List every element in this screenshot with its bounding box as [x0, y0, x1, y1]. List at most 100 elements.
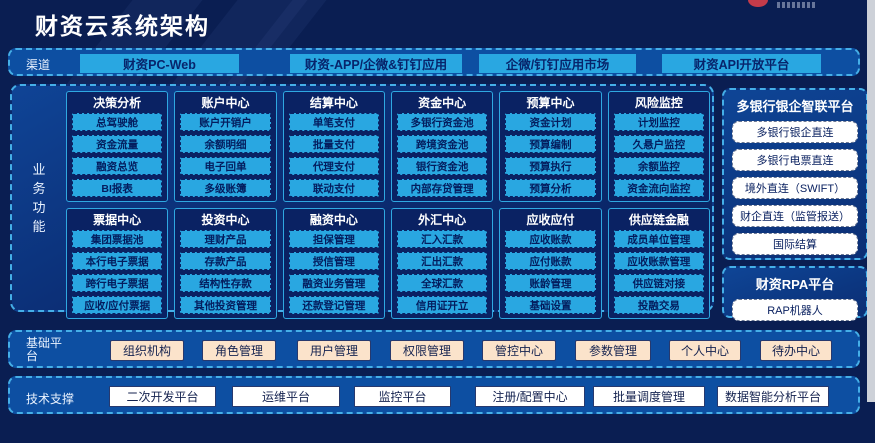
group-title: 结算中心 [309, 96, 358, 110]
rpa-panel-item-list: RAP机器人 [724, 299, 866, 321]
business-group: 结算中心 单笔支付 批量支付 代理支付 联动支付 [282, 91, 385, 202]
channel-row-label: 渠道 [26, 58, 51, 72]
module-chip: 本行电子票据 [72, 252, 163, 270]
module-chip: 总驾驶舱 [72, 113, 163, 131]
module-chip: 计划监控 [613, 113, 704, 131]
module-chip: 全球汇款 [397, 274, 488, 292]
tech-support-chip: 批量调度管理 [593, 386, 705, 407]
base-platform-chip: 用户管理 [297, 340, 371, 361]
module-chip: 授信管理 [288, 252, 379, 270]
bank-panel-chip: 财企直连（监管报送） [732, 205, 858, 227]
module-chip: 账龄管理 [505, 274, 596, 292]
module-chip: 银行资金池 [397, 157, 488, 175]
channel-chip: 财资-APP/企微&钉钉应用 [290, 54, 462, 73]
group-title: 投资中心 [201, 213, 250, 227]
business-group: 预算中心 资金计划 预算编制 预算执行 预算分析 [499, 91, 602, 202]
bank-panel-chip: 境外直连（SWIFT） [732, 177, 858, 199]
module-chip: 还款登记管理 [288, 296, 379, 314]
module-chip: BI报表 [72, 179, 163, 197]
module-chip: 久悬户监控 [613, 135, 704, 153]
base-platform-chip: 个人中心 [669, 340, 741, 361]
module-chip: 跨行电子票据 [72, 274, 163, 292]
group-title: 融资中心 [309, 213, 358, 227]
group-title: 预算中心 [526, 96, 575, 110]
bank-panel-title: 多银行银企智联平台 [736, 99, 854, 114]
group-title: 外汇中心 [418, 213, 467, 227]
tech-support-chip: 监控平台 [354, 386, 451, 407]
module-chip: 集团票据池 [72, 230, 163, 248]
module-chip: 代理支付 [288, 157, 379, 175]
channel-row: 渠道 财资PC-Web 财资-APP/企微&钉钉应用 企微/钉钉应用市场 财资API开… [8, 48, 860, 76]
base-platform-chip: 组织机构 [110, 340, 184, 361]
group-title: 应收应付 [526, 213, 575, 227]
module-chip: 投融交易 [613, 296, 704, 314]
channel-chip: 财资API开放平台 [662, 54, 821, 73]
base-platform-chip: 权限管理 [390, 340, 464, 361]
business-group: 应收应付 应收账款 应付账款 账龄管理 基础设置 [499, 208, 602, 319]
base-platform-chip: 参数管理 [575, 340, 651, 361]
page-header: 财资云系统架构 [0, 0, 875, 96]
tech-support-chip: 二次开发平台 [109, 386, 216, 407]
module-chip: 应付账款 [505, 252, 596, 270]
module-chip: 担保管理 [288, 230, 379, 248]
bank-panel-chip: 国际结算 [732, 233, 858, 255]
module-chip: 汇出汇款 [397, 252, 488, 270]
module-chip: 资金计划 [505, 113, 596, 131]
module-chip: 余额明细 [180, 135, 271, 153]
tech-support-row: 技术支撑 二次开发平台 运维平台 监控平台 注册/配置中心 批量调度管理 数据智能分析平台 [8, 376, 860, 414]
business-group: 供应链金融 成员单位管理 应收账款管理 供应链对接 投融交易 [607, 208, 710, 319]
base-platform-label: 基础平台 [26, 336, 63, 363]
bank-panel-chip: 多银行银企直连 [732, 121, 858, 143]
tech-support-chip: 运维平台 [232, 386, 340, 407]
module-chip: 账户开销户 [180, 113, 271, 131]
partner-logo-text [777, 2, 815, 8]
channel-chip: 财资PC-Web [80, 54, 239, 73]
module-chip: 多级账簿 [180, 179, 271, 197]
business-group: 外汇中心 汇入汇款 汇出汇款 全球汇款 信用证开立 [391, 208, 494, 319]
business-group: 融资中心担保管理授信管理融资业务管理 还款登记管理 [282, 208, 385, 319]
partner-logo-icon [748, 0, 768, 7]
tech-support-chip: 注册/配置中心 [475, 386, 585, 407]
bank-panel-chip: 多银行电票直连 [732, 149, 858, 171]
group-title: 账户中心 [201, 96, 250, 110]
rpa-panel-chip: RAP机器人 [732, 299, 858, 321]
channel-chip: 企微/钉钉应用市场 [479, 54, 636, 73]
module-chip: 联动支付 [288, 179, 379, 197]
group-title: 票据中心 [93, 213, 142, 227]
module-chip: 跨境资金池 [397, 135, 488, 153]
module-chip: 资金流量 [72, 135, 163, 153]
module-chip: 预算分析 [505, 179, 596, 197]
base-platform-chip: 待办中心 [760, 340, 832, 361]
page-title: 财资云系统架构 [35, 13, 210, 39]
tech-support-label: 技术支撑 [26, 392, 75, 406]
business-function-area: 业务功能 决策分析 总驾驶舱 资金流量 融资总览 BI报表 账户中心 账户开销户 余额明细 电子… [10, 84, 714, 319]
group-title: 资金中心 [418, 96, 467, 110]
business-group: 风险监控计划监控久悬户监控余额监控资金流向监控 [607, 91, 710, 202]
rpa-panel-title: 财资RPA平台 [755, 277, 835, 292]
base-platform-chip: 角色管理 [202, 340, 276, 361]
business-group: 资金中心 多银行资金池 跨境资金池 银行资金池 内部存贷管理 [391, 91, 494, 202]
base-platform-chip: 管控中心 [482, 340, 556, 361]
module-chip: 其他投资管理 [180, 296, 271, 314]
module-chip: 理财产品 [180, 230, 271, 248]
business-group: 决策分析 总驾驶舱 资金流量 融资总览 BI报表 [66, 91, 169, 202]
bank-direct-panel: 多银行银企智联平台 多银行银企直连 多银行电票直连 境外直连（SWIFT） 财企直连（… [722, 88, 868, 260]
module-chip: 融资业务管理 [288, 274, 379, 292]
group-title: 风险监控 [634, 96, 683, 110]
module-chip: 结构性存款 [180, 274, 271, 292]
module-chip: 应收账款管理 [613, 252, 704, 270]
window-edge [867, 0, 875, 402]
module-chip: 基础设置 [505, 296, 596, 314]
module-chip: 电子回单 [180, 157, 271, 175]
bank-panel-item-list: 多银行银企直连 多银行电票直连 境外直连（SWIFT） 财企直连（监管报送） 国际结算 [724, 121, 866, 255]
module-chip: 余额监控 [613, 157, 704, 175]
module-chip: 资金流向监控 [613, 179, 704, 197]
module-chip: 单笔支付 [288, 113, 379, 131]
module-chip: 多银行资金池 [397, 113, 488, 131]
business-group: 票据中心 集团票据池 本行电子票据 跨行电子票据 应收/应付票据 [66, 208, 169, 319]
module-chip: 预算执行 [505, 157, 596, 175]
business-group: 投资中心 理财产品 存款产品 结构性存款 其他投资管理 [174, 208, 277, 319]
module-chip: 信用证开立 [397, 296, 488, 314]
rpa-panel: 财资RPA平台 RAP机器人 [722, 266, 868, 321]
